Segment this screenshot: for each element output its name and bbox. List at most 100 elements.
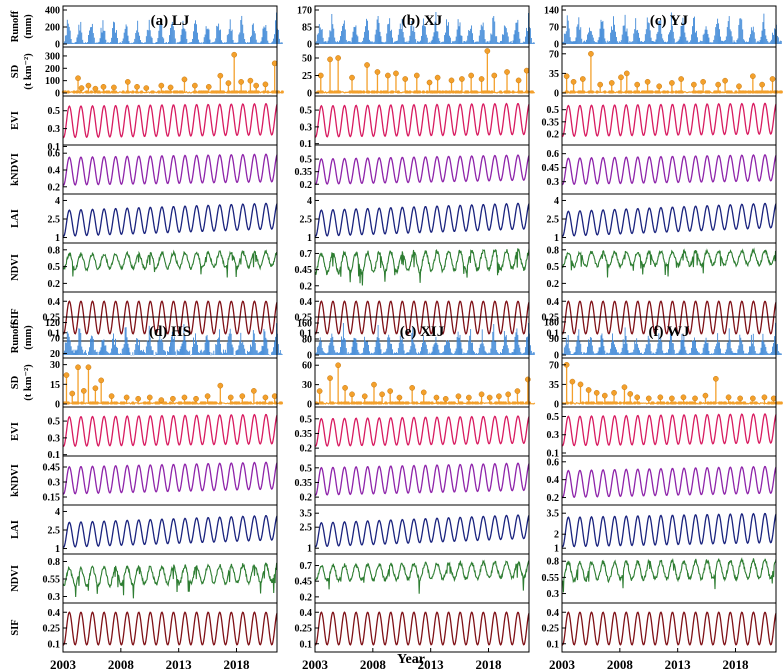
runoff-bar (755, 353, 757, 355)
runoff-bar (132, 352, 134, 355)
runoff-bar (123, 32, 125, 44)
y-tick-label: 4 (554, 196, 559, 207)
y-tick-label: 0.35 (295, 478, 313, 489)
runoff-bar (146, 29, 148, 44)
runoff-bar (589, 30, 591, 44)
runoff-bar (776, 35, 778, 44)
lai-series-line (62, 515, 278, 549)
runoff-bar (353, 337, 355, 355)
sd-point (349, 74, 355, 81)
sd-point (678, 76, 685, 82)
runoff-bar (523, 41, 525, 44)
row-evi: 0.50.350.2 (542, 95, 777, 146)
runoff-bar (646, 344, 648, 355)
runoff-bar (662, 350, 664, 355)
runoff-bar (725, 36, 727, 44)
runoff-bar (199, 350, 201, 355)
runoff-bar (602, 20, 604, 44)
lai-series-line (314, 202, 530, 238)
runoff-bar (736, 39, 738, 44)
runoff-bar (278, 352, 280, 355)
runoff-bar (232, 39, 234, 44)
runoff-bar (578, 329, 580, 355)
sd-point (217, 382, 224, 389)
runoff-bar (166, 42, 167, 44)
y-tick-label: 0.8 (48, 245, 61, 256)
runoff-bar (760, 347, 762, 355)
x-tick-label: 2018 (476, 657, 503, 670)
runoff-bar (375, 341, 377, 355)
runoff-bar (92, 338, 94, 355)
runoff-bar (451, 353, 453, 355)
row-frame (314, 357, 530, 408)
sd-point (611, 389, 617, 396)
runoff-bar (229, 19, 231, 44)
runoff-bar (514, 30, 516, 44)
runoff-bar (157, 38, 159, 44)
runoff-bar (115, 32, 116, 44)
runoff-bar (252, 23, 254, 44)
runoff-bar (586, 39, 587, 44)
sd-point (361, 393, 368, 400)
runoff-bar (70, 39, 72, 44)
sd-point (434, 74, 441, 81)
runoff-bar (96, 351, 98, 355)
runoff-bar (126, 26, 128, 44)
sd-point (634, 394, 641, 401)
runoff-bar (94, 349, 96, 355)
runoff-bar (481, 329, 483, 355)
runoff-bar (73, 43, 75, 44)
sd-point (225, 80, 232, 86)
runoff-bar (412, 327, 414, 355)
y-tick-label: 0.3 (48, 124, 61, 135)
runoff-bar (619, 41, 621, 44)
y-tick-label: 0.55 (43, 575, 61, 586)
sd-point (459, 76, 465, 82)
runoff-bar (704, 340, 706, 355)
y-tick-label: 0 (55, 89, 60, 100)
runoff-bar (656, 348, 658, 355)
runoff-bar (482, 343, 484, 355)
runoff-bar (83, 42, 85, 44)
row-lai: 42.51 (547, 193, 777, 244)
runoff-bar (94, 42, 96, 44)
runoff-bar (720, 348, 721, 355)
runoff-bar (668, 349, 669, 355)
runoff-bar (502, 345, 504, 355)
runoff-bar (764, 28, 766, 44)
runoff-bar (216, 344, 218, 355)
runoff-bar (256, 42, 258, 44)
x-tick-label: 2013 (418, 657, 445, 670)
runoff-bar (223, 42, 225, 44)
runoff-bar (81, 32, 83, 44)
runoff-bar (652, 41, 654, 44)
y-tick-label: 400 (45, 6, 60, 17)
y-tick-label: 0.3 (547, 177, 560, 188)
runoff-bar (115, 338, 116, 355)
runoff-bar (383, 42, 385, 44)
runoff-bar (230, 333, 232, 355)
runoff-bar (164, 350, 166, 355)
sd-point (66, 90, 70, 94)
runoff-bar (774, 28, 775, 44)
runoff-bar (250, 37, 251, 44)
y-tick-label: 3.5 (300, 509, 313, 520)
runoff-bar (693, 340, 694, 355)
runoff-bar (779, 353, 781, 355)
runoff-bar (505, 335, 507, 355)
runoff-bar (524, 352, 526, 355)
sd-point (123, 394, 130, 401)
runoff-bar (629, 41, 631, 44)
panel-title: (b) XJ (402, 13, 443, 29)
runoff-bar (219, 30, 221, 44)
runoff-bar (97, 42, 99, 44)
row-kndvi: 0.60.40.2 (547, 455, 777, 506)
runoff-bar (513, 349, 515, 355)
sd-point (466, 394, 472, 401)
runoff-bar (506, 345, 508, 355)
runoff-bar (420, 351, 421, 355)
y-tick-label: 0.8 (547, 245, 560, 256)
runoff-bar (455, 36, 457, 44)
runoff-bar (600, 335, 602, 355)
